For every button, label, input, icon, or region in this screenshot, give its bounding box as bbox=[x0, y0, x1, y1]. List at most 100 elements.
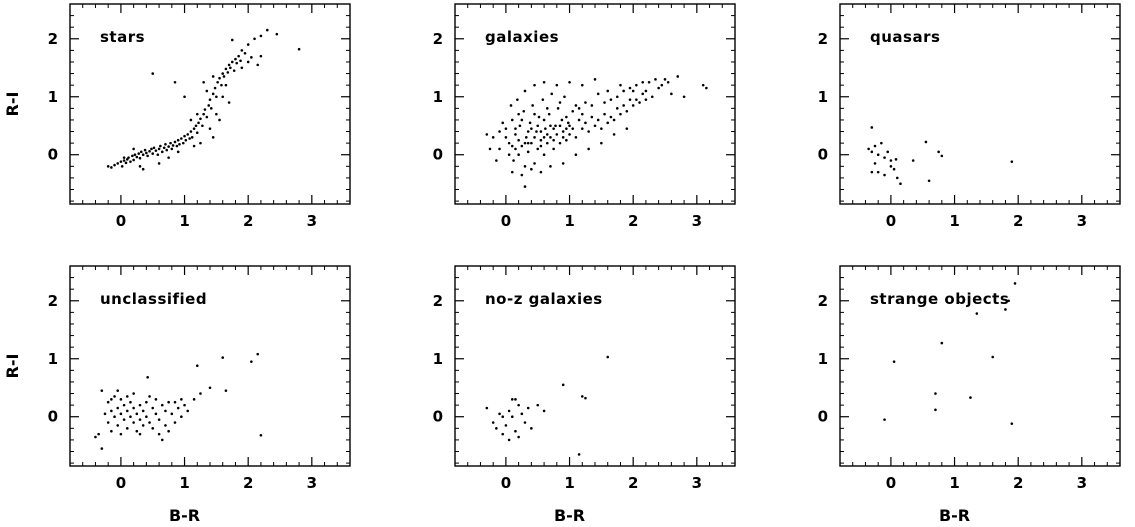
data-point bbox=[556, 107, 560, 110]
data-point bbox=[222, 75, 226, 78]
data-point bbox=[178, 142, 181, 146]
data-point bbox=[660, 83, 664, 87]
data-point bbox=[533, 112, 536, 116]
data-point bbox=[94, 435, 97, 439]
data-point bbox=[145, 415, 148, 419]
data-point bbox=[542, 136, 546, 139]
data-point bbox=[615, 95, 619, 99]
data-point bbox=[539, 144, 543, 148]
data-point bbox=[580, 112, 584, 116]
data-point bbox=[180, 137, 183, 140]
data-point bbox=[584, 121, 587, 125]
data-point bbox=[622, 89, 625, 93]
data-point bbox=[141, 153, 145, 157]
y-tick-label: 0 bbox=[48, 408, 58, 426]
data-point bbox=[517, 112, 520, 116]
data-point bbox=[167, 145, 170, 148]
data-point bbox=[539, 130, 543, 133]
data-point bbox=[542, 118, 546, 122]
data-point bbox=[530, 141, 533, 145]
data-point bbox=[545, 133, 549, 136]
data-point bbox=[520, 118, 524, 122]
data-point bbox=[141, 167, 145, 171]
data-point bbox=[119, 160, 123, 163]
data-point bbox=[167, 429, 170, 433]
data-point bbox=[157, 162, 161, 165]
data-point bbox=[259, 54, 263, 58]
data-point bbox=[870, 126, 874, 129]
data-point bbox=[237, 54, 240, 58]
data-point bbox=[510, 118, 514, 122]
data-point bbox=[138, 432, 142, 436]
data-point bbox=[183, 134, 186, 138]
data-point bbox=[510, 398, 514, 401]
data-point bbox=[654, 78, 657, 81]
data-point bbox=[631, 104, 635, 107]
data-point bbox=[571, 109, 575, 113]
data-point bbox=[110, 409, 113, 413]
scatter-panel: 0 1 2 3 0 1 2 unclassified R-I B-R bbox=[3, 265, 351, 525]
data-point bbox=[606, 89, 610, 93]
data-point bbox=[173, 140, 177, 144]
x-tick-label: 0 bbox=[886, 212, 896, 230]
x-tick-label: 2 bbox=[628, 474, 638, 492]
data-point bbox=[195, 364, 199, 368]
data-point bbox=[259, 433, 263, 437]
data-point bbox=[550, 92, 554, 96]
data-point bbox=[600, 127, 603, 130]
data-point bbox=[969, 396, 972, 399]
data-point bbox=[240, 49, 244, 52]
data-point bbox=[541, 98, 545, 101]
data-point bbox=[160, 438, 164, 442]
data-point bbox=[221, 356, 225, 359]
data-point bbox=[628, 98, 632, 101]
data-point bbox=[224, 83, 228, 87]
data-point bbox=[171, 144, 175, 147]
data-point bbox=[243, 51, 247, 55]
data-point bbox=[208, 386, 212, 390]
data-point bbox=[132, 158, 135, 162]
data-point bbox=[580, 395, 584, 398]
data-point bbox=[235, 61, 239, 65]
data-point bbox=[192, 127, 196, 130]
data-point bbox=[165, 148, 169, 152]
data-point bbox=[507, 153, 511, 157]
data-point bbox=[135, 412, 139, 416]
data-point bbox=[565, 115, 568, 119]
data-point bbox=[199, 141, 202, 145]
data-point bbox=[577, 453, 581, 456]
data-point bbox=[876, 170, 880, 174]
scatter-panel: 0 1 2 3 0 1 2 galaxies bbox=[433, 3, 736, 230]
data-point bbox=[554, 124, 557, 128]
data-point bbox=[122, 418, 126, 421]
data-point bbox=[568, 133, 571, 136]
data-point bbox=[507, 438, 511, 442]
data-point bbox=[580, 127, 584, 130]
data-point bbox=[544, 127, 547, 130]
y-tick-label: 2 bbox=[433, 30, 443, 48]
data-point bbox=[100, 389, 104, 392]
y-tick-label: 2 bbox=[433, 292, 443, 310]
data-point bbox=[892, 167, 896, 171]
y-axis-label: R-I bbox=[3, 354, 22, 379]
data-point bbox=[138, 418, 142, 421]
data-point bbox=[176, 138, 180, 142]
data-point bbox=[666, 80, 670, 84]
data-point bbox=[170, 147, 174, 151]
data-point bbox=[180, 415, 183, 419]
data-point bbox=[122, 159, 126, 162]
data-point bbox=[523, 165, 527, 168]
x-axis-label: B-R bbox=[169, 506, 200, 525]
data-point bbox=[524, 136, 528, 139]
data-point bbox=[587, 130, 590, 133]
data-point bbox=[883, 418, 886, 421]
data-point bbox=[590, 104, 594, 107]
data-point bbox=[116, 406, 120, 410]
data-point bbox=[561, 383, 565, 387]
x-tick-label: 2 bbox=[628, 212, 638, 230]
data-point bbox=[139, 150, 143, 154]
data-point bbox=[138, 165, 142, 168]
data-point bbox=[530, 427, 533, 430]
data-point bbox=[510, 415, 514, 419]
data-point bbox=[561, 130, 565, 133]
